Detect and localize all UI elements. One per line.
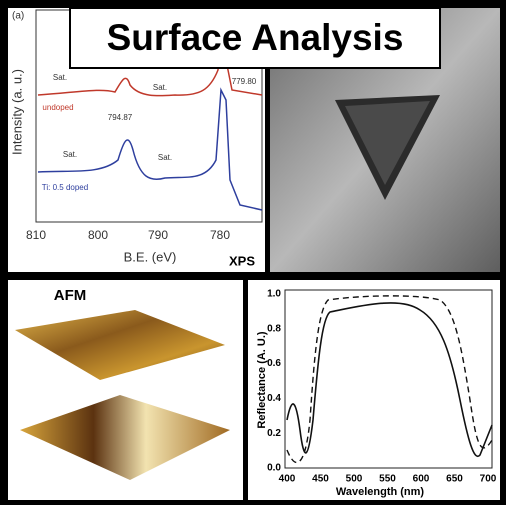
xps-annotation: undoped xyxy=(42,103,73,112)
reflectance-solid-curve xyxy=(286,302,493,458)
xps-annotation: Sat. xyxy=(153,83,167,92)
reflectance-x-tick-label: 500 xyxy=(346,474,363,485)
afm-surface-1 xyxy=(15,310,225,380)
xps-panel-label: (a) xyxy=(12,11,24,22)
xps-annotation: Sat. xyxy=(53,73,67,82)
xps-doped-curve xyxy=(37,87,263,211)
reflectance-x-label: Wavelength (nm) xyxy=(336,486,425,498)
reflectance-y-tick-label: 0.2 xyxy=(267,428,281,439)
xps-x-tick-label: 800 xyxy=(88,228,108,242)
xps-x-tick-label: 780 xyxy=(210,228,230,242)
xps-tag: XPS xyxy=(229,253,255,268)
reflectance-y-ticks: 1.0 0.8 0.6 0.4 0.2 0.0 xyxy=(267,289,281,474)
sem-indent-inner xyxy=(345,101,430,185)
title: Surface Analysis xyxy=(107,17,404,58)
reflectance-axes xyxy=(284,289,493,469)
xps-annotation: 779.80 xyxy=(232,77,257,86)
reflectance-x-tick-label: 450 xyxy=(312,474,329,485)
xps-annotation: Sat. xyxy=(63,150,77,159)
reflectance-y-tick-label: 0.6 xyxy=(267,358,281,369)
xps-x-tick-label: 790 xyxy=(148,228,168,242)
afm-label: AFM xyxy=(54,287,87,304)
reflectance-x-tick-label: 400 xyxy=(279,474,296,485)
reflectance-y-label: Reflectance (A. U.) xyxy=(256,331,268,429)
reflectance-y-tick-label: 0.8 xyxy=(267,323,281,334)
afm-surface-2 xyxy=(20,395,230,480)
xps-x-ticks: 810 800 790 780 xyxy=(26,228,230,242)
xps-x-tick-label: 810 xyxy=(26,228,46,242)
xps-annotations: Sat. Sat. undoped 794.87 779.80 Sat. Sat. Ti: 0… xyxy=(42,73,257,192)
xps-x-label: B.E. (eV) xyxy=(124,249,177,264)
reflectance-x-tick-label: 650 xyxy=(446,474,463,485)
reflectance-y-tick-label: 0.0 xyxy=(267,463,281,474)
xps-annotation: Sat. xyxy=(158,153,172,162)
reflectance-x-ticks: 400 450 500 550 600 650 700 xyxy=(279,474,497,485)
xps-y-label: Intensity (a. u.) xyxy=(9,69,24,155)
reflectance-panel xyxy=(248,280,500,500)
xps-undoped-curve xyxy=(37,19,263,97)
title-box xyxy=(69,7,441,69)
reflectance-x-tick-label: 600 xyxy=(413,474,430,485)
xps-annotation: Ti: 0.5 doped xyxy=(42,183,88,192)
reflectance-x-tick-label: 550 xyxy=(379,474,396,485)
reflectance-y-tick-label: 1.0 xyxy=(267,289,281,300)
reflectance-y-tick-label: 0.4 xyxy=(267,393,281,404)
reflectance-x-tick-label: 700 xyxy=(480,474,497,485)
xps-annotation: 794.87 xyxy=(108,113,133,122)
